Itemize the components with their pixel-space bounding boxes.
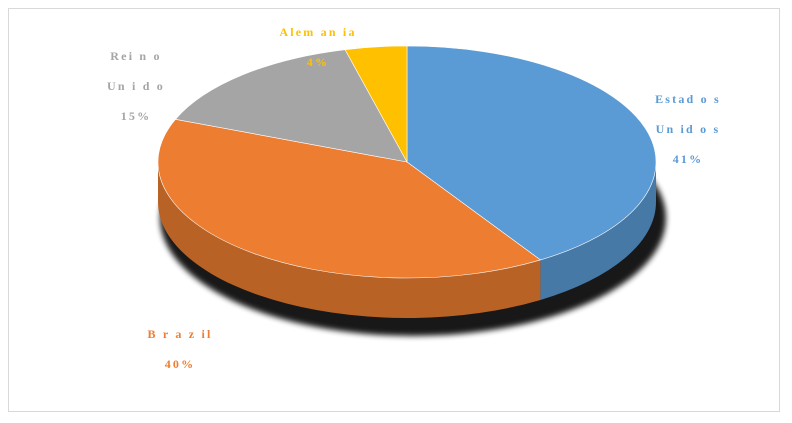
data-label-line: 4% — [307, 55, 329, 69]
data-label-brazil: B r a z il 40% — [147, 327, 212, 371]
pie-side-brazil — [158, 162, 541, 318]
data-label-reino-unido: Rei n o Un i d o 15% — [107, 49, 165, 123]
pie-sides — [158, 162, 656, 318]
pie-slice-alemania — [344, 45, 408, 163]
data-label-line: Rei n o — [110, 49, 161, 63]
data-label-line: 15% — [121, 109, 152, 123]
data-label-line: Un id o s — [656, 122, 721, 136]
data-label-alemania: Alem an ia 4% — [279, 25, 356, 69]
pie-slice-brazil — [157, 118, 542, 279]
data-label-estados-unidos: Estad o s Un id o s 41% — [655, 92, 721, 166]
data-labels: Estad o s Un id o s 41% B r a z il 40% Rei n … — [107, 25, 721, 371]
pie-side-estados-unidos — [540, 162, 656, 300]
data-label-line: Alem an ia — [279, 25, 356, 39]
data-label-line: 41% — [673, 152, 704, 166]
data-label-line: Estad o s — [655, 92, 721, 106]
data-label-line: 40% — [165, 357, 196, 371]
pie-slice-reino-unido — [174, 49, 408, 163]
pie-slice-estados-unidos — [406, 45, 657, 261]
data-label-line: Un i d o — [107, 79, 165, 93]
data-label-line: B r a z il — [147, 327, 212, 341]
pie-top — [157, 45, 657, 279]
